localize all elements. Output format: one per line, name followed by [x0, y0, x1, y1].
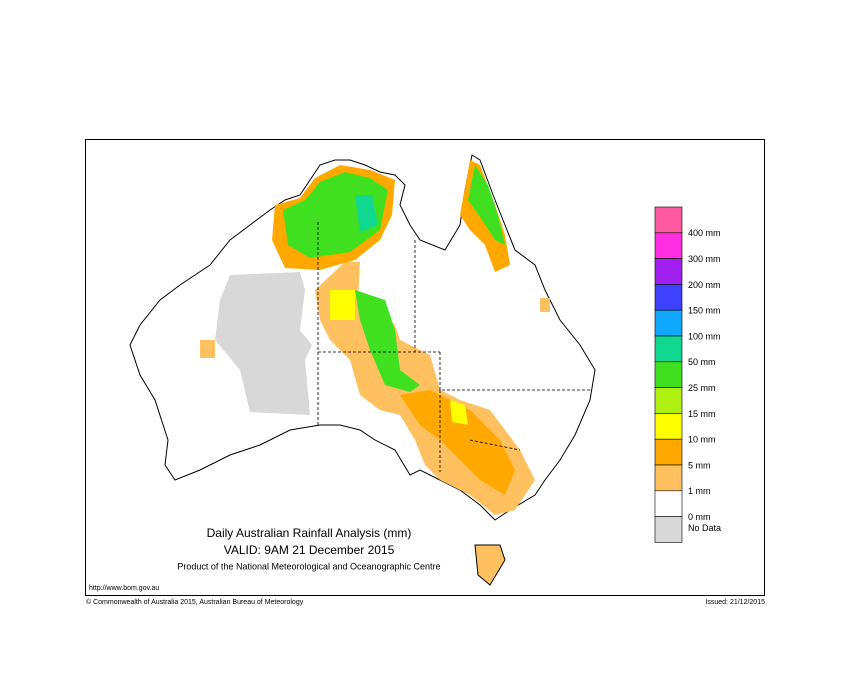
state-borders	[317, 222, 590, 472]
legend-label: No Data	[688, 523, 721, 533]
legend-label: 25 mm	[688, 383, 716, 393]
legend-swatch	[654, 361, 683, 388]
legend-swatch	[654, 232, 683, 259]
rain-area	[450, 400, 468, 425]
legend-label: 100 mm	[688, 331, 721, 341]
legend: 400 mm 300 mm 200 mm 150 mm 100 mm 50 mm 25 mm…	[654, 206, 721, 543]
legend-label: 5 mm	[688, 460, 711, 470]
legend-label: 15 mm	[688, 409, 716, 419]
tasmania	[474, 544, 506, 586]
issued-date: Issued: 21/12/2015	[705, 599, 765, 606]
rain-area	[400, 390, 515, 495]
rain-area	[355, 290, 420, 392]
legend-swatch	[654, 464, 683, 492]
rain-area	[468, 165, 505, 245]
rain-area	[283, 172, 388, 258]
legend-swatch	[654, 438, 683, 466]
no-data-area	[215, 272, 312, 415]
rain-area	[355, 195, 378, 232]
legend-swatch	[654, 516, 683, 543]
valid-time: VALID: 9AM 21 December 2015	[224, 543, 395, 557]
legend-label: 150 mm	[688, 306, 721, 316]
legend-swatch	[654, 284, 683, 311]
legend-label: 300 mm	[688, 254, 721, 264]
rain-area	[540, 298, 550, 312]
legend-swatch	[654, 387, 683, 414]
map-title: Daily Australian Rainfall Analysis (mm)	[207, 526, 412, 540]
copyright: © Commonwealth of Australia 2015, Austra…	[86, 598, 304, 606]
rain-area	[330, 290, 355, 320]
legend-label: 200 mm	[688, 280, 721, 290]
url: http://www.bom.gov.au	[89, 585, 159, 592]
legend-label: 400 mm	[688, 228, 721, 238]
product-note: Product of the National Meteorological a…	[177, 561, 440, 571]
legend-label: 10 mm	[688, 435, 716, 445]
map	[129, 154, 596, 586]
legend-swatch	[654, 490, 683, 517]
legend-label: 0 mm	[688, 512, 711, 522]
legend-label: 50 mm	[688, 357, 716, 367]
legend-swatch	[654, 335, 683, 363]
legend-swatch	[654, 413, 683, 440]
legend-label: 1 mm	[688, 486, 711, 496]
rain-area	[200, 340, 215, 358]
legend-swatch	[654, 258, 683, 285]
legend-swatch	[654, 309, 683, 337]
legend-swatch	[654, 206, 683, 234]
